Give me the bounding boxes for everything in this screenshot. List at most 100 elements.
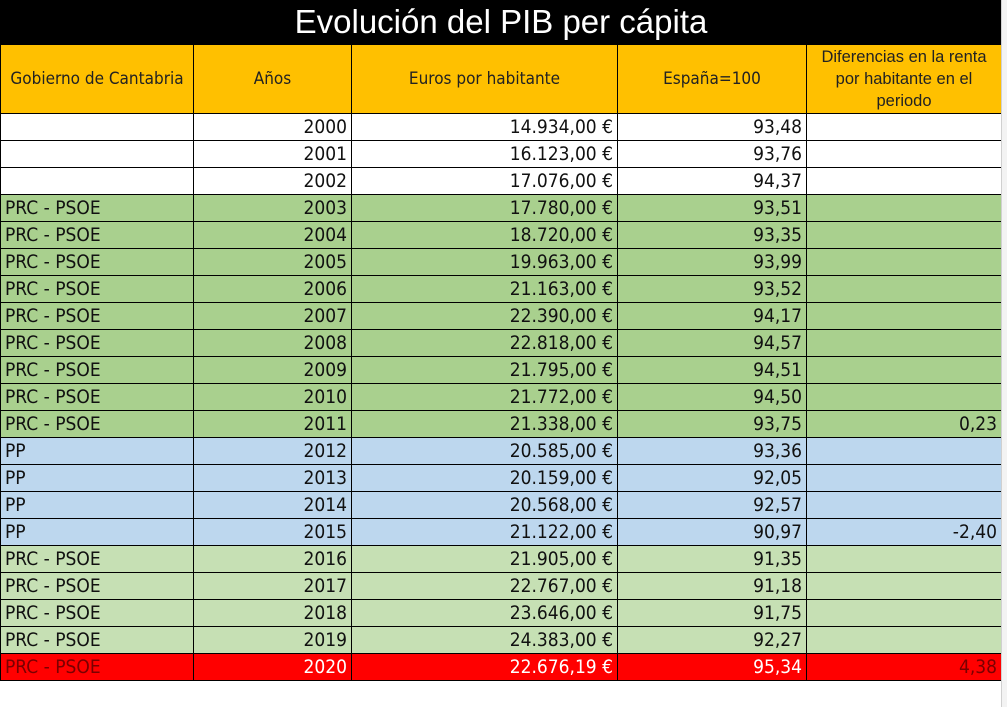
cell-espana[interactable]: 93,75 [617,410,807,438]
cell-ano[interactable]: 2009 [193,356,352,384]
cell-espana[interactable]: 93,76 [617,140,807,168]
cell-ano[interactable]: 2012 [193,437,352,465]
cell-euros[interactable]: 21.163,00 € [351,275,618,303]
cell-ano[interactable]: 2006 [193,275,352,303]
cell-espana[interactable]: 91,75 [617,599,807,627]
cell-euros[interactable]: 17.076,00 € [351,167,618,195]
cell-diferencia[interactable] [806,464,1002,492]
cell-espana[interactable]: 94,57 [617,329,807,357]
cell-euros[interactable]: 21.338,00 € [351,410,618,438]
cell-diferencia[interactable] [806,194,1002,222]
cell-diferencia[interactable] [806,221,1002,249]
cell-ano[interactable]: 2020 [193,653,352,681]
cell-gobierno[interactable] [0,140,194,168]
cell-diferencia[interactable]: 4,38 [806,653,1002,681]
cell-euros[interactable]: 16.123,00 € [351,140,618,168]
cell-diferencia[interactable] [806,626,1002,654]
cell-euros[interactable]: 22.390,00 € [351,302,618,330]
cell-espana[interactable]: 93,35 [617,221,807,249]
cell-euros[interactable]: 21.772,00 € [351,383,618,411]
cell-euros[interactable]: 22.767,00 € [351,572,618,600]
cell-diferencia[interactable]: 0,23 [806,410,1002,438]
cell-gobierno[interactable] [0,167,194,195]
cell-euros[interactable]: 17.780,00 € [351,194,618,222]
cell-gobierno[interactable]: PRC - PSOE [0,653,194,681]
cell-gobierno[interactable]: PP [0,491,194,519]
cell-ano[interactable]: 2019 [193,626,352,654]
cell-espana[interactable]: 94,17 [617,302,807,330]
cell-gobierno[interactable]: PRC - PSOE [0,329,194,357]
cell-diferencia[interactable] [806,329,1002,357]
cell-diferencia[interactable] [806,572,1002,600]
cell-ano[interactable]: 2007 [193,302,352,330]
cell-ano[interactable]: 2001 [193,140,352,168]
cell-espana[interactable]: 95,34 [617,653,807,681]
cell-gobierno[interactable]: PRC - PSOE [0,545,194,573]
cell-euros[interactable]: 21.795,00 € [351,356,618,384]
cell-ano[interactable]: 2008 [193,329,352,357]
cell-ano[interactable]: 2000 [193,113,352,141]
cell-espana[interactable]: 93,51 [617,194,807,222]
header-gobierno[interactable]: Gobierno de Cantabria [0,44,194,114]
cell-euros[interactable]: 22.676,19 € [351,653,618,681]
header-diferencias[interactable]: Diferencias en la renta por habitante en… [806,44,1002,114]
cell-diferencia[interactable] [806,356,1002,384]
cell-espana[interactable]: 94,51 [617,356,807,384]
cell-espana[interactable]: 93,99 [617,248,807,276]
cell-diferencia[interactable]: -2,40 [806,518,1002,546]
cell-diferencia[interactable] [806,383,1002,411]
cell-euros[interactable]: 22.818,00 € [351,329,618,357]
cell-diferencia[interactable] [806,302,1002,330]
cell-ano[interactable]: 2017 [193,572,352,600]
cell-gobierno[interactable]: PRC - PSOE [0,572,194,600]
cell-ano[interactable]: 2014 [193,491,352,519]
cell-ano[interactable]: 2016 [193,545,352,573]
cell-gobierno[interactable]: PRC - PSOE [0,599,194,627]
cell-espana[interactable]: 91,35 [617,545,807,573]
cell-espana[interactable]: 91,18 [617,572,807,600]
cell-espana[interactable]: 90,97 [617,518,807,546]
cell-ano[interactable]: 2013 [193,464,352,492]
cell-gobierno[interactable]: PRC - PSOE [0,302,194,330]
cell-diferencia[interactable] [806,248,1002,276]
cell-ano[interactable]: 2018 [193,599,352,627]
cell-euros[interactable]: 20.159,00 € [351,464,618,492]
cell-euros[interactable]: 14.934,00 € [351,113,618,141]
cell-gobierno[interactable] [0,113,194,141]
header-anos[interactable]: Años [193,44,352,114]
cell-gobierno[interactable]: PRC - PSOE [0,194,194,222]
cell-gobierno[interactable]: PP [0,518,194,546]
cell-diferencia[interactable] [806,545,1002,573]
cell-ano[interactable]: 2003 [193,194,352,222]
cell-gobierno[interactable]: PP [0,464,194,492]
cell-euros[interactable]: 18.720,00 € [351,221,618,249]
cell-diferencia[interactable] [806,140,1002,168]
cell-espana[interactable]: 94,50 [617,383,807,411]
cell-espana[interactable]: 94,37 [617,167,807,195]
cell-gobierno[interactable]: PRC - PSOE [0,383,194,411]
cell-euros[interactable]: 20.568,00 € [351,491,618,519]
cell-euros[interactable]: 23.646,00 € [351,599,618,627]
cell-diferencia[interactable] [806,437,1002,465]
cell-ano[interactable]: 2002 [193,167,352,195]
cell-euros[interactable]: 20.585,00 € [351,437,618,465]
cell-espana[interactable]: 93,48 [617,113,807,141]
cell-gobierno[interactable]: PRC - PSOE [0,275,194,303]
cell-ano[interactable]: 2004 [193,221,352,249]
cell-gobierno[interactable]: PRC - PSOE [0,248,194,276]
cell-gobierno[interactable]: PRC - PSOE [0,626,194,654]
cell-espana[interactable]: 93,52 [617,275,807,303]
cell-euros[interactable]: 19.963,00 € [351,248,618,276]
cell-diferencia[interactable] [806,491,1002,519]
cell-ano[interactable]: 2010 [193,383,352,411]
cell-espana[interactable]: 92,27 [617,626,807,654]
cell-diferencia[interactable] [806,275,1002,303]
cell-espana[interactable]: 93,36 [617,437,807,465]
cell-euros[interactable]: 24.383,00 € [351,626,618,654]
cell-espana[interactable]: 92,57 [617,491,807,519]
cell-ano[interactable]: 2015 [193,518,352,546]
header-euros[interactable]: Euros por habitante [351,44,618,114]
cell-gobierno[interactable]: PRC - PSOE [0,356,194,384]
header-espana[interactable]: España=100 [617,44,807,114]
cell-gobierno[interactable]: PRC - PSOE [0,410,194,438]
